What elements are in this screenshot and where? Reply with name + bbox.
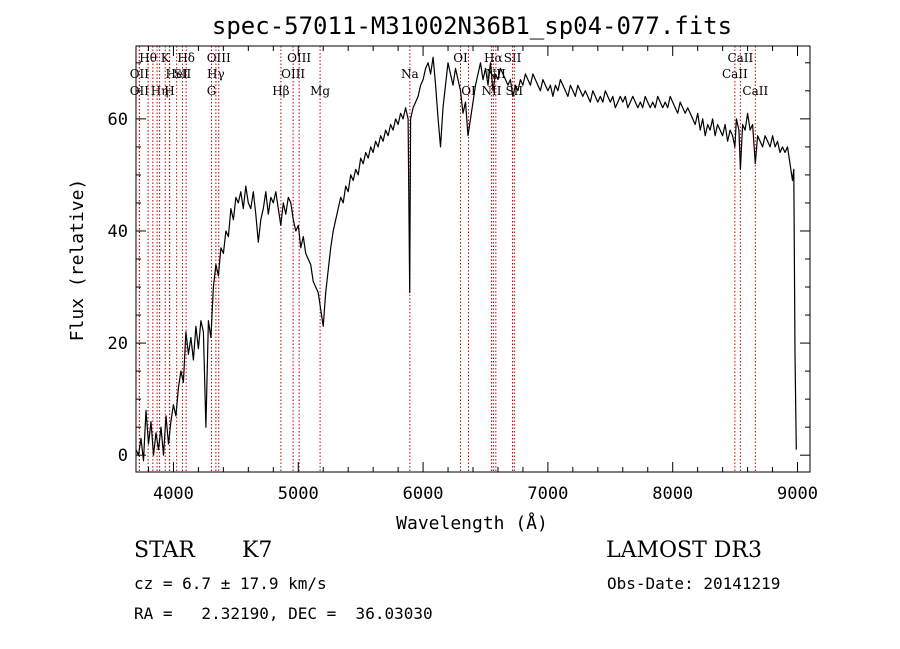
spectrum-line-0 bbox=[135, 56, 797, 462]
line-marker-label-13: Hγ bbox=[207, 67, 225, 81]
x-tick-label-5000: 5000 bbox=[278, 484, 319, 504]
x-tick-label-8000: 8000 bbox=[652, 484, 693, 504]
line-marker-label-6: K bbox=[161, 51, 171, 65]
redshift-text: cz = 6.7 ± 17.9 km/s bbox=[134, 574, 327, 593]
y-tick-label-40: 40 bbox=[108, 222, 128, 242]
line-marker-label-25: SII bbox=[504, 51, 522, 65]
line-marker-label-23: Hα bbox=[484, 51, 503, 65]
ra-dec-text: RA = 2.32190, DEC = 36.03030 bbox=[134, 604, 433, 623]
line-marker-label-15: Hβ bbox=[272, 84, 289, 98]
object-class: STAR bbox=[134, 538, 195, 563]
line-marker-label-27: CaII bbox=[722, 67, 748, 81]
line-marker-label-16: OIII bbox=[281, 67, 305, 81]
y-tick-label-0: 0 bbox=[118, 446, 128, 466]
x-tick-label-4000: 4000 bbox=[153, 484, 194, 504]
survey-name: LAMOST DR3 bbox=[606, 538, 762, 563]
x-tick-label-6000: 6000 bbox=[403, 484, 444, 504]
line-marker-label-7: H bbox=[164, 84, 174, 98]
line-marker-label-14: OIII bbox=[207, 51, 231, 65]
plot-frame bbox=[135, 45, 811, 473]
x-tick-label-9000: 9000 bbox=[777, 484, 818, 504]
line-marker-label-29: CaII bbox=[742, 84, 768, 98]
chart-title: spec-57011-M31002N36B1_sp04-077.fits bbox=[212, 12, 732, 40]
line-marker-label-19: Na bbox=[401, 67, 419, 81]
line-marker-label-20: OI bbox=[453, 51, 468, 65]
y-axis-label: Flux (relative) bbox=[67, 179, 88, 342]
x-tick-label-7000: 7000 bbox=[527, 484, 568, 504]
line-marker-label-21: OI bbox=[461, 84, 476, 98]
line-marker-label-0: Hθ bbox=[139, 51, 157, 65]
line-marker-label-11: Hδ bbox=[177, 51, 195, 65]
line-marker-label-17: OIII bbox=[287, 51, 311, 65]
line-marker-label-18: Mg bbox=[310, 84, 330, 98]
object-subclass: K7 bbox=[242, 538, 273, 563]
line-marker-label-12: G bbox=[207, 84, 217, 98]
y-tick-label-60: 60 bbox=[108, 110, 128, 130]
line-marker-label-10: SII bbox=[174, 67, 192, 81]
line-marker-label-28: CaII bbox=[727, 51, 753, 65]
y-tick-label-20: 20 bbox=[108, 334, 128, 354]
line-marker-label-5: Hη bbox=[151, 84, 169, 98]
obs-date-text: Obs-Date: 20141219 bbox=[607, 574, 781, 593]
line-marker-label-22: NII bbox=[481, 84, 501, 98]
x-axis-label: Wavelength (Å) bbox=[396, 512, 548, 534]
